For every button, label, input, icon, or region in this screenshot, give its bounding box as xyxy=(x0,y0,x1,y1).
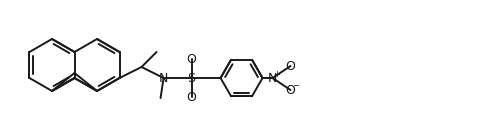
Text: O: O xyxy=(286,60,296,73)
Text: +: + xyxy=(273,70,280,79)
Text: −: − xyxy=(292,82,299,90)
Text: O: O xyxy=(186,53,196,66)
Text: O: O xyxy=(286,83,296,96)
Text: O: O xyxy=(186,90,196,103)
Text: S: S xyxy=(187,72,195,84)
Text: N: N xyxy=(268,72,277,84)
Text: N: N xyxy=(159,72,168,84)
